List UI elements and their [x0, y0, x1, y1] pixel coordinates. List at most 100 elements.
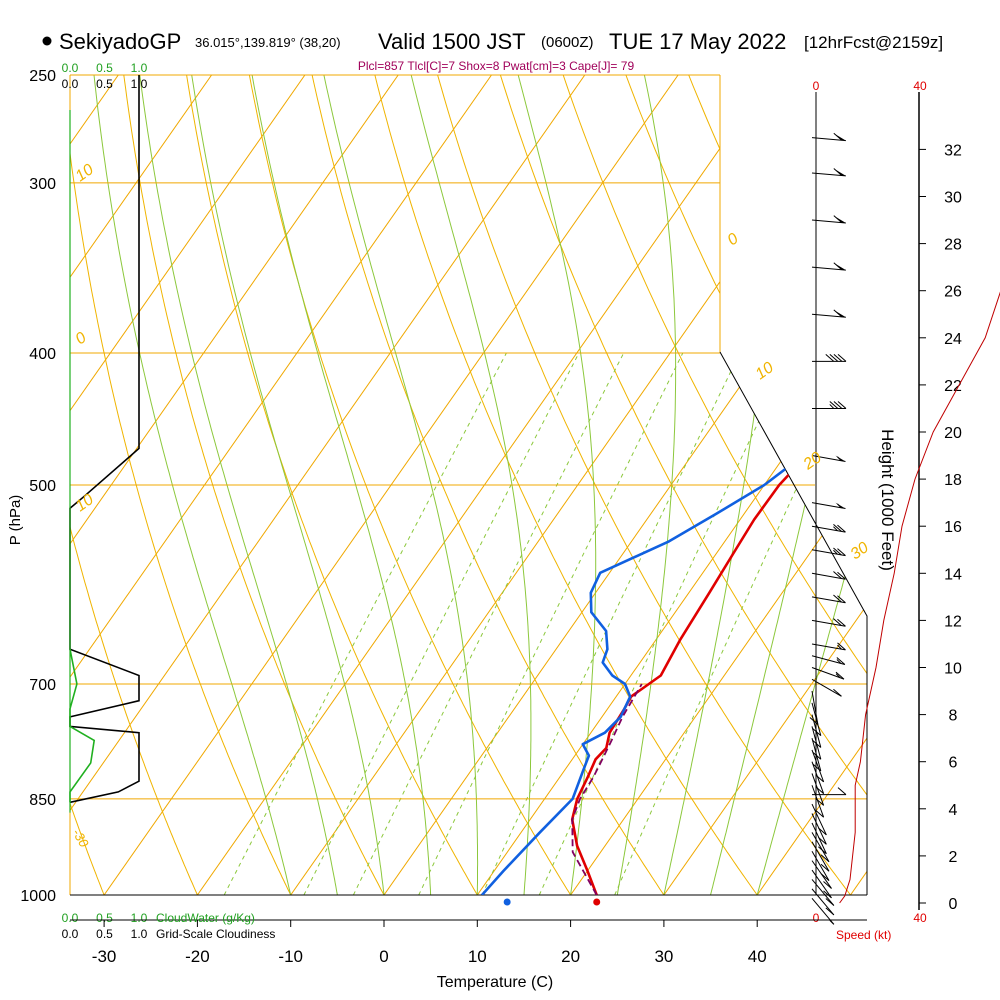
pressure-tick-label: 400	[29, 346, 56, 363]
speed-bottom-tick: 0	[813, 911, 820, 925]
wind-barb	[811, 738, 822, 772]
wind-barb-flag	[835, 311, 846, 318]
wind-barb	[811, 749, 825, 783]
height-tick-label: 22	[944, 378, 962, 395]
pressure-tick-label: 850	[29, 792, 56, 809]
wind-barb-feather	[833, 168, 843, 176]
isotherm-label: 30	[848, 539, 872, 563]
wind-barb-feather	[833, 215, 843, 224]
wind-barb-feather	[837, 524, 846, 533]
wind-barb	[811, 137, 846, 142]
wind-barb-feather	[812, 740, 822, 748]
wind-barb	[811, 266, 846, 271]
wind-barb	[811, 841, 830, 872]
wind-barb-feather	[815, 774, 824, 783]
wind-barb	[811, 879, 835, 906]
wind-barb	[811, 643, 846, 651]
dry-adiabat-line	[70, 75, 292, 895]
wind-barb-feather	[833, 547, 842, 556]
wind-barb-half-feather	[829, 919, 835, 925]
valid-utc: (0600Z)	[541, 34, 594, 51]
sounding-profiles	[481, 109, 867, 895]
wind-barb	[811, 455, 846, 462]
temperature-tick-label: 30	[654, 947, 673, 966]
isotherm-line	[850, 75, 867, 895]
mixing-ratio-label: 12	[536, 901, 551, 916]
wind-barb	[811, 690, 819, 725]
forecast-info: [12hrFcst@2159z]	[804, 33, 943, 52]
height-tick-label: 12	[944, 613, 962, 630]
dry-adiabat-line	[437, 75, 851, 895]
cloud-water-bottom-tick: 0.0	[62, 911, 79, 925]
valid-time: Valid 1500 JST	[378, 29, 526, 54]
isotherm-line	[663, 75, 867, 895]
dry-adiabat-line	[562, 75, 867, 895]
cloud-water-line	[69, 649, 96, 803]
pressure-tick-label: 700	[29, 677, 56, 694]
height-tick-label: 30	[944, 190, 962, 207]
wind-barb	[811, 219, 846, 224]
wind-barb-feather	[820, 854, 830, 863]
wind-barb-feather	[833, 618, 842, 626]
wind-barb-feather	[837, 548, 846, 557]
moist-adiabat-line	[756, 75, 867, 895]
height-tick-label: 26	[944, 284, 962, 301]
temperature-tick-label: -30	[92, 947, 117, 966]
wind-barb-feather	[837, 595, 846, 604]
wind-panel: 0040408080120120024681012141618202224262…	[809, 79, 1000, 925]
dry-adiabat-line	[499, 75, 867, 895]
moist-adiabat-line	[323, 75, 479, 895]
temperature-tick-label: -10	[278, 947, 303, 966]
cloudiness-top-tick: 0.0	[62, 77, 79, 91]
dry-adiabat-line	[0, 75, 11, 895]
wind-barb	[811, 773, 825, 806]
isotherm-label: 0	[73, 329, 90, 348]
dry-adiabat-line	[70, 75, 105, 895]
wind-barb-feather	[837, 642, 846, 651]
dewpoint-profile-line	[481, 109, 867, 895]
wind-barb-feather	[818, 827, 827, 836]
wind-barb-feather	[833, 353, 843, 362]
x-axis-label: Temperature (C)	[437, 974, 553, 991]
wind-barb	[811, 702, 822, 736]
wind-barb-feather	[837, 401, 847, 409]
wind-barb-feather	[833, 571, 842, 579]
wind-barb	[811, 888, 835, 916]
temperature-profile-line	[570, 120, 867, 895]
pressure-tick-label: 300	[29, 176, 56, 193]
isotherm-label: 0	[725, 230, 742, 249]
wind-barb-flag	[835, 217, 846, 223]
speed-axis-label: Speed (kt)	[836, 928, 891, 942]
temperature-tick-label: 40	[748, 947, 767, 966]
wind-barb-feather	[823, 881, 832, 889]
moist-adiabat-line	[139, 75, 338, 895]
pressure-tick-label: 250	[29, 68, 56, 85]
height-tick-label: 32	[944, 142, 962, 159]
station-coords: 36.015°,139.819° (38,20)	[195, 35, 341, 50]
mixing-ratio-label: 2	[300, 901, 309, 916]
wind-barb-feather	[833, 594, 842, 603]
wind-barb	[811, 726, 822, 760]
dry-adiabat-line	[813, 75, 867, 895]
wind-barb-feather	[829, 401, 839, 409]
cloud-water-bottom-tick: 1.0	[131, 911, 148, 925]
wind-barb-feather	[820, 863, 830, 872]
dry-adiabat-line	[374, 75, 758, 895]
wind-barb	[811, 525, 846, 533]
height-tick-label: 10	[944, 661, 962, 678]
wind-barb-flag	[835, 502, 846, 509]
wind-barb	[811, 832, 830, 863]
wind-barb	[811, 678, 842, 697]
wind-barb-feather	[825, 898, 835, 906]
wind-barb	[811, 172, 846, 177]
surface-dewpoint-marker	[503, 898, 511, 906]
cloud-water-top-tick: 0.5	[96, 61, 113, 75]
wind-barb-feather	[833, 132, 843, 141]
wind-barb	[811, 667, 845, 680]
wind-barb	[811, 803, 827, 836]
moist-adiabat-line	[191, 75, 385, 895]
height-tick-label: 0	[949, 896, 958, 913]
height-tick-label: 20	[944, 425, 962, 442]
wind-barb	[811, 313, 846, 318]
isotherm-line	[0, 75, 25, 895]
